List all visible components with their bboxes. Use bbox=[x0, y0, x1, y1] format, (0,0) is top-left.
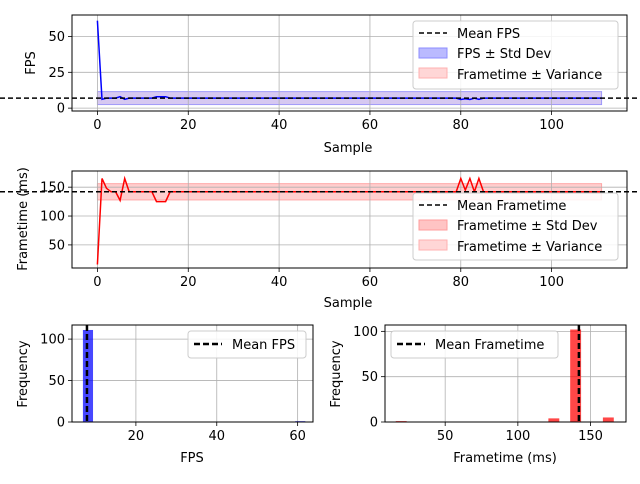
legend-mean-frametime: Mean Frametime bbox=[435, 338, 544, 353]
legend-std-swatch bbox=[418, 219, 448, 231]
y-tick-label: 50 bbox=[361, 370, 378, 385]
x-tick-label: 80 bbox=[452, 118, 469, 133]
frametime-line-chart: 0 20 40 60 80 100 50 100 150 Sample Frametime (m… bbox=[0, 167, 640, 311]
x-tick-label: 20 bbox=[180, 118, 197, 133]
x-tick-label: 40 bbox=[271, 118, 288, 133]
y-tick-label: 50 bbox=[48, 374, 65, 389]
y-tick-label: 150 bbox=[40, 181, 65, 196]
fps-plot-frame bbox=[71, 14, 628, 112]
legend-std-swatch bbox=[418, 47, 448, 59]
y-tick-label: 0 bbox=[57, 102, 65, 117]
fps-histogram: 20 40 60 0 50 100 FPS Frequency Mean FPS bbox=[16, 324, 314, 466]
y-tick-label: 0 bbox=[370, 416, 378, 431]
frametime-plot-frame bbox=[71, 170, 628, 269]
legend-box bbox=[412, 192, 619, 261]
x-tick-label: 0 bbox=[93, 118, 101, 133]
fps-hist-xlabel: FPS bbox=[180, 451, 204, 466]
y-tick-label: 100 bbox=[353, 325, 378, 340]
fps-hist-legend: Mean FPS bbox=[187, 330, 307, 359]
histogram-bar bbox=[570, 329, 582, 422]
frametime-hist-ylabel: Frequency bbox=[329, 340, 344, 407]
legend-mean-fps: Mean FPS bbox=[457, 27, 520, 42]
legend-variance-swatch bbox=[418, 67, 448, 79]
frametime-hist-xlabel: Frametime (ms) bbox=[453, 451, 557, 466]
fps-chart-xlabel: Sample bbox=[324, 141, 373, 156]
x-tick-label: 60 bbox=[362, 275, 379, 290]
legend-box bbox=[390, 330, 559, 359]
legend-frametime-std: Frametime ± Std Dev bbox=[457, 219, 598, 234]
frametime-hist-frame bbox=[384, 324, 627, 423]
x-tick-label: 150 bbox=[578, 429, 603, 444]
frametime-hist-legend: Mean Frametime bbox=[390, 330, 559, 359]
legend-variance-swatch bbox=[418, 239, 448, 251]
fps-chart-legend: Mean FPS FPS ± Std Dev Frametime ± Varia… bbox=[412, 20, 619, 90]
x-tick-label: 80 bbox=[452, 275, 469, 290]
x-tick-label: 50 bbox=[437, 429, 454, 444]
frametime-chart-xlabel: Sample bbox=[324, 296, 373, 311]
frametime-chart-ylabel: Frametime (ms) bbox=[16, 167, 31, 271]
legend-mean-frametime: Mean Frametime bbox=[457, 199, 566, 214]
fps-chart-ylabel: FPS bbox=[24, 51, 39, 75]
x-tick-label: 0 bbox=[93, 275, 101, 290]
x-tick-label: 60 bbox=[362, 118, 379, 133]
x-tick-label: 20 bbox=[180, 275, 197, 290]
x-tick-label: 100 bbox=[505, 429, 530, 444]
x-tick-label: 60 bbox=[289, 429, 306, 444]
y-tick-label: 100 bbox=[40, 333, 65, 348]
legend-frametime-variance: Frametime ± Variance bbox=[457, 240, 602, 255]
x-tick-label: 100 bbox=[539, 275, 564, 290]
y-tick-label: 100 bbox=[40, 210, 65, 225]
legend-mean-fps: Mean FPS bbox=[232, 338, 295, 353]
x-tick-label: 40 bbox=[271, 275, 288, 290]
x-tick-label: 100 bbox=[539, 118, 564, 133]
y-tick-label: 25 bbox=[48, 66, 65, 81]
y-tick-label: 50 bbox=[48, 30, 65, 45]
legend-frametime-variance: Frametime ± Variance bbox=[457, 68, 602, 83]
fps-line-chart: 0 20 40 60 80 100 0 25 50 Sample FPS Mean FPS FP… bbox=[0, 14, 640, 156]
fps-hist-frame bbox=[71, 324, 314, 423]
x-tick-label: 40 bbox=[208, 429, 225, 444]
histogram-bar bbox=[602, 417, 614, 422]
x-tick-label: 20 bbox=[128, 429, 145, 444]
fps-hist-ylabel: Frequency bbox=[16, 340, 31, 407]
y-tick-label: 0 bbox=[57, 416, 65, 431]
frametime-chart-legend: Mean Frametime Frametime ± Std Dev Frame… bbox=[412, 192, 619, 261]
legend-box bbox=[187, 330, 307, 359]
histogram-bar bbox=[548, 418, 560, 422]
legend-fps-std: FPS ± Std Dev bbox=[457, 47, 551, 62]
legend-box bbox=[412, 20, 619, 90]
y-tick-label: 50 bbox=[48, 238, 65, 253]
